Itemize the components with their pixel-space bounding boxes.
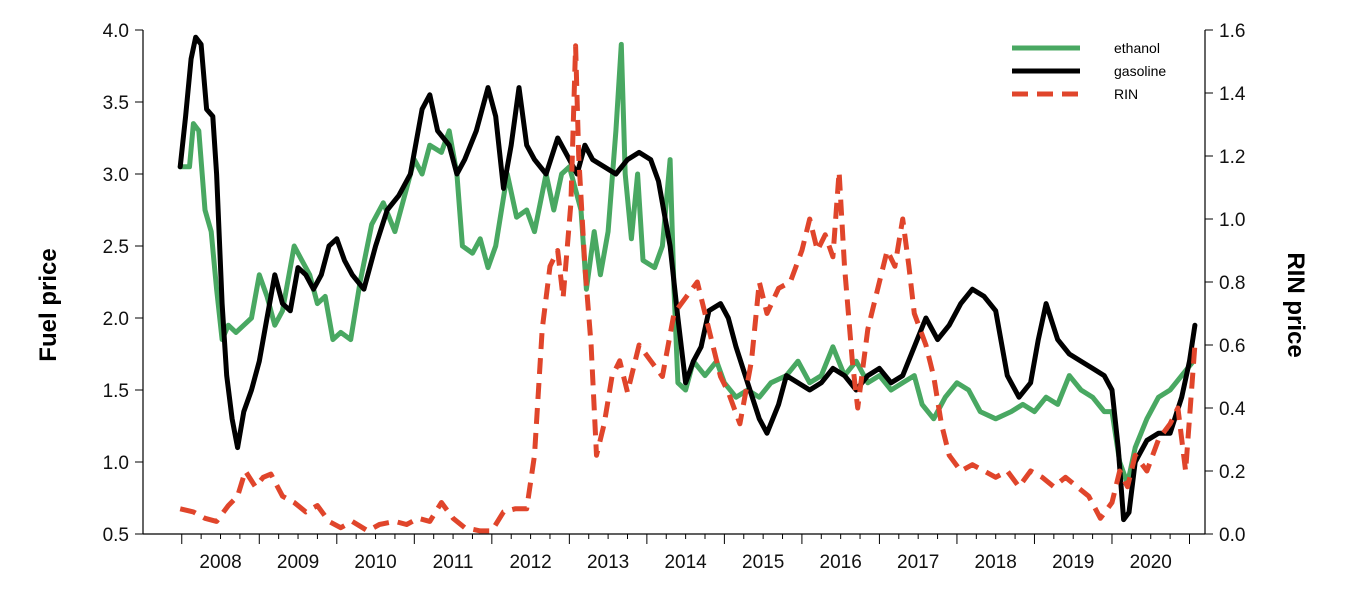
x-tick-label: 2018 [975,552,1017,573]
y-right-tick-label: 0.6 [1219,336,1245,357]
y-right-tick-label: 0.4 [1219,399,1246,420]
y-left-tick-label: 1.0 [103,453,129,474]
x-tick-label: 2009 [277,552,319,573]
y-left-tick-label: 2.0 [103,309,129,330]
x-tick-label: 2010 [354,552,396,573]
y-right-axis-title: RIN price [1282,252,1309,357]
x-tick-label: 2014 [664,552,707,573]
y-right-tick-label: 0.2 [1219,462,1245,483]
y-left-tick-label: 3.5 [103,93,129,114]
y-right-tick-label: 0.0 [1219,525,1245,546]
x-tick-label: 2020 [1130,552,1172,573]
legend-label-rin: RIN [1114,86,1138,102]
legend: ethanol gasoline RIN [1012,40,1166,102]
y-left-tick-label: 3.0 [103,165,129,186]
x-tick-label: 2008 [199,552,241,573]
series-layer [177,34,1198,534]
y-left-tick-label: 2.5 [103,237,129,258]
y-right-tick-label: 0.8 [1219,273,1245,294]
y-right-tick-label: 1.4 [1219,84,1246,105]
series-line-rin [179,43,1198,534]
x-tick-label: 2015 [742,552,784,573]
y-left-tick-label: 1.5 [103,381,129,402]
x-tick-label: 2013 [587,552,629,573]
series-line-gasoline [177,34,1198,523]
x-tick-label: 2012 [509,552,551,573]
y-left-tick-label: 0.5 [103,525,129,546]
y-left-axis-title: Fuel price [35,248,62,361]
y-right-tick-label: 1.0 [1219,210,1245,231]
x-tick-label: 2019 [1052,552,1094,573]
x-tick-label: 2017 [897,552,939,573]
legend-label-gasoline: gasoline [1114,63,1166,79]
y-right-tick-label: 1.2 [1219,147,1245,168]
x-tick-label: 2011 [433,552,474,573]
y-left-tick-label: 4.0 [103,21,129,42]
x-tick-label: 2016 [820,552,862,573]
legend-label-ethanol: ethanol [1114,40,1160,56]
y-right-tick-label: 1.6 [1219,21,1245,42]
axes-layer: 0.5 1.0 1.5 2.0 2.5 3.0 3.5 4.0 0.0 0.2 0.4 0.6 0.8 1… [103,21,1246,573]
